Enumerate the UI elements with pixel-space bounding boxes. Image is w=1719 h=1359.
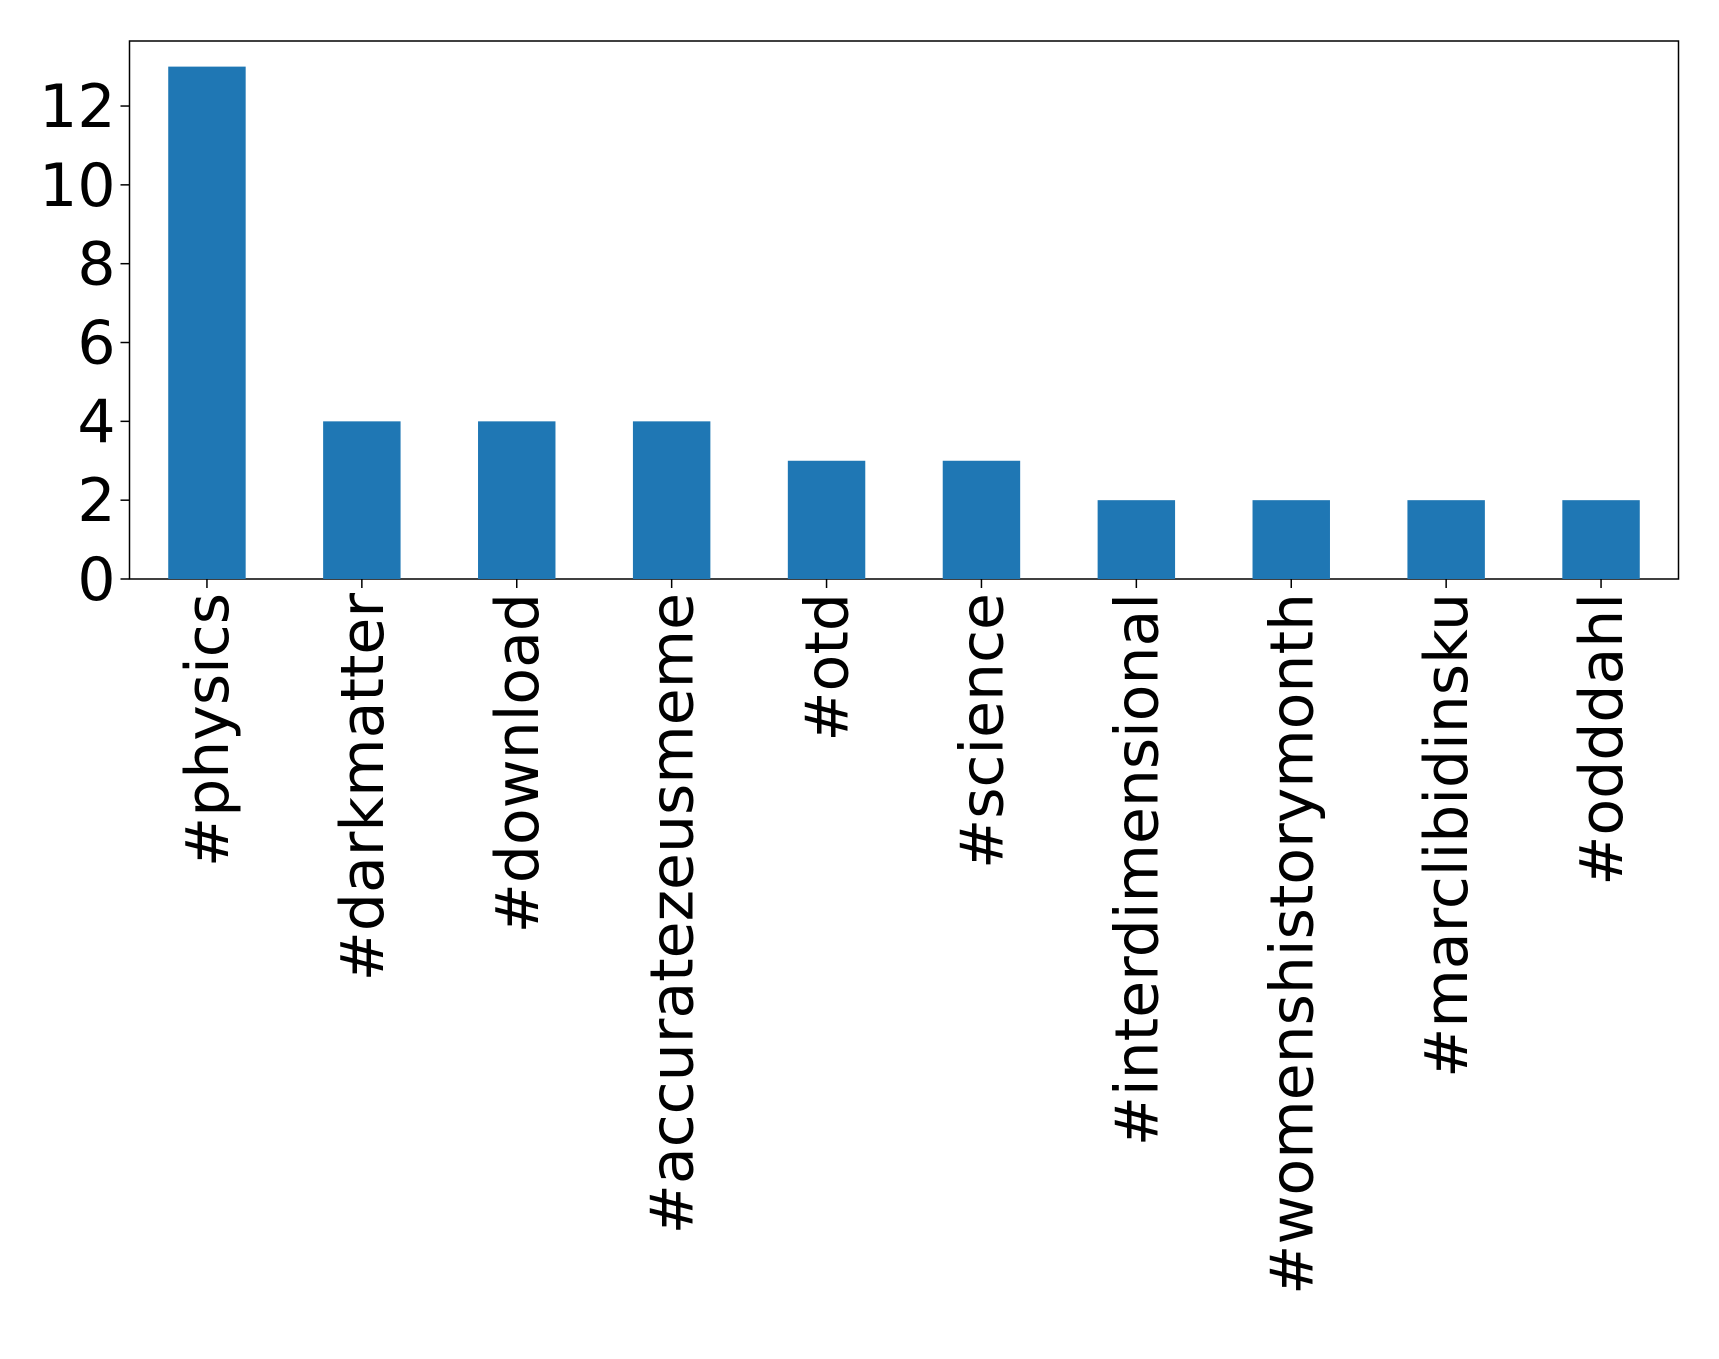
x-tick-label: #science <box>947 593 1017 869</box>
bar <box>1097 500 1176 579</box>
y-tick-label: 6 <box>77 309 115 379</box>
y-tick-label: 12 <box>39 72 115 142</box>
bar <box>168 66 246 580</box>
x-tick-label: #odddahl <box>1567 593 1637 886</box>
bar <box>478 421 556 579</box>
x-tick-label: #accuratezeusmeme <box>638 593 708 1234</box>
bar <box>942 460 1021 579</box>
y-tick-label: 8 <box>77 230 115 300</box>
y-tick-label: 0 <box>77 545 115 615</box>
y-tick-label: 10 <box>39 151 115 221</box>
bar <box>323 421 401 579</box>
x-tick-label: #otd <box>793 593 863 742</box>
x-tick-label: #physics <box>173 593 243 867</box>
y-tick-label: 4 <box>77 387 115 457</box>
axes-frame <box>128 40 1680 580</box>
bar <box>1407 500 1485 579</box>
x-tick-label: #download <box>483 593 553 933</box>
bar <box>632 421 711 579</box>
x-tick-label: #marclibidinsku <box>1412 593 1482 1078</box>
x-tick-label: #womenshistorymonth <box>1257 593 1327 1295</box>
y-tick-label: 2 <box>77 466 115 536</box>
x-tick-label: #interdimensional <box>1102 593 1172 1146</box>
x-tick-label: #darkmatter <box>328 593 398 982</box>
bar <box>787 460 866 579</box>
bar <box>1562 500 1640 579</box>
bar <box>1252 500 1330 579</box>
